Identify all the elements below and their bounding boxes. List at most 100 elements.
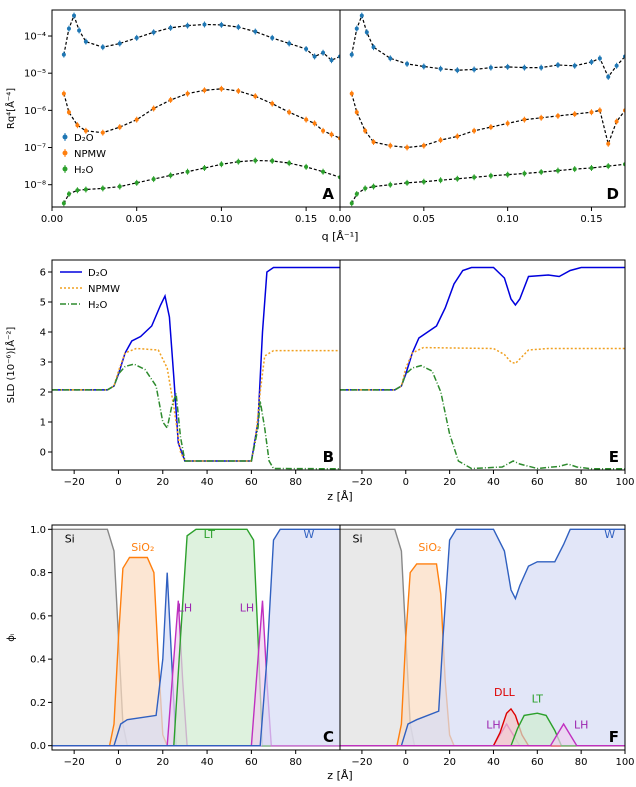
panel-letter: B <box>323 448 334 466</box>
y-tick-label: 6 <box>40 268 46 279</box>
x-tick-label: 60 <box>531 477 544 488</box>
data-point <box>589 60 594 65</box>
data-point <box>488 125 493 130</box>
data-point <box>438 178 443 183</box>
plot-area-f: Si SiO₂ W DLL LT LH LH <box>340 528 625 747</box>
x-tick-label: 0 <box>403 757 409 768</box>
data-point <box>270 35 275 40</box>
data-point <box>117 184 122 189</box>
legend-label: H₂O <box>88 300 108 311</box>
data-point <box>72 13 77 18</box>
data-point <box>405 61 410 66</box>
data-point <box>597 108 602 113</box>
fill-W <box>340 529 625 746</box>
x-tick-label: 20 <box>156 757 169 768</box>
x-tick-label: 0 <box>115 757 121 768</box>
fill-SiO₂ <box>52 557 340 746</box>
data-point <box>606 141 611 146</box>
data-point <box>151 30 156 35</box>
data-point <box>83 187 88 192</box>
fill-LT <box>340 713 625 746</box>
legend-label: NPMW <box>74 149 106 160</box>
line-W <box>52 528 340 747</box>
data-point <box>371 139 376 144</box>
fit-curve <box>351 163 625 204</box>
y-tick-label: 0.8 <box>30 568 46 579</box>
data-point <box>61 91 66 96</box>
panel-e: −20 0 20 40 60 80 100 E <box>339 259 635 488</box>
y-tick-label: 5 <box>40 298 46 309</box>
y-tick-label: 0.0 <box>30 741 46 752</box>
data-point <box>606 164 611 169</box>
fill-W <box>52 529 340 746</box>
y-tick-label: 10⁻⁵ <box>24 69 46 80</box>
legend-label: D₂O <box>88 268 108 279</box>
data-point <box>555 113 560 118</box>
data-point <box>75 123 80 128</box>
data-point <box>270 101 275 106</box>
region-label: Si <box>353 532 363 545</box>
data-point <box>77 28 82 33</box>
data-point <box>488 173 493 178</box>
data-point <box>134 117 139 122</box>
region-label: SiO₂ <box>418 541 441 554</box>
series-D₂O <box>61 12 340 64</box>
data-point <box>589 165 594 170</box>
y-tick-label: 0 <box>40 448 46 459</box>
series-NPMW <box>61 85 340 142</box>
region-label: W <box>604 528 615 541</box>
data-point <box>555 168 560 173</box>
data-point <box>134 35 139 40</box>
panel-letter: E <box>609 448 619 466</box>
panel-letter: D <box>607 185 619 203</box>
legend-marker <box>62 166 68 172</box>
data-point <box>349 52 354 57</box>
x-tick-label: −20 <box>64 477 85 488</box>
data-point <box>219 86 224 91</box>
y-tick-label: 3 <box>40 358 46 369</box>
x-tick-label: 20 <box>443 757 456 768</box>
data-point <box>66 26 71 31</box>
x-tick-label: 40 <box>487 477 500 488</box>
x-tick-label: −20 <box>351 477 372 488</box>
y-tick-label: 10⁻⁸ <box>24 180 46 191</box>
region-label: W <box>304 528 315 541</box>
data-point <box>83 128 88 133</box>
x-tick-label: 0.10 <box>497 214 519 225</box>
legend-item: D₂O <box>60 268 108 279</box>
data-point <box>321 169 326 174</box>
data-point <box>421 179 426 184</box>
data-point <box>572 167 577 172</box>
y-tick-label: 0.2 <box>30 698 46 709</box>
data-point <box>405 145 410 150</box>
data-point <box>572 63 577 68</box>
data-point <box>438 138 443 143</box>
data-point <box>236 25 241 30</box>
data-point <box>304 164 309 169</box>
y-tick-label: 10⁻⁷ <box>24 143 46 154</box>
fill-Si <box>340 529 625 746</box>
data-point <box>572 112 577 117</box>
plot-area-d <box>349 12 625 207</box>
data-point <box>253 29 258 34</box>
x-tick-label: 20 <box>156 477 169 488</box>
data-point <box>312 121 317 126</box>
data-point <box>185 23 190 28</box>
region-label: LT <box>532 692 544 705</box>
series-H₂O <box>349 161 625 207</box>
panel-letter: F <box>609 728 619 746</box>
x-tick-label: 60 <box>245 757 258 768</box>
x-tick-label: 80 <box>575 477 588 488</box>
data-point <box>321 50 326 55</box>
data-point <box>371 184 376 189</box>
data-point <box>455 176 460 181</box>
data-point <box>66 191 71 196</box>
line-W <box>340 528 625 747</box>
region-label: SiO₂ <box>131 541 154 554</box>
data-point <box>202 165 207 170</box>
series-D₂O <box>349 12 625 80</box>
x-tick-label: 20 <box>443 477 456 488</box>
data-point <box>371 45 376 50</box>
sld-line-D₂O <box>340 266 625 391</box>
